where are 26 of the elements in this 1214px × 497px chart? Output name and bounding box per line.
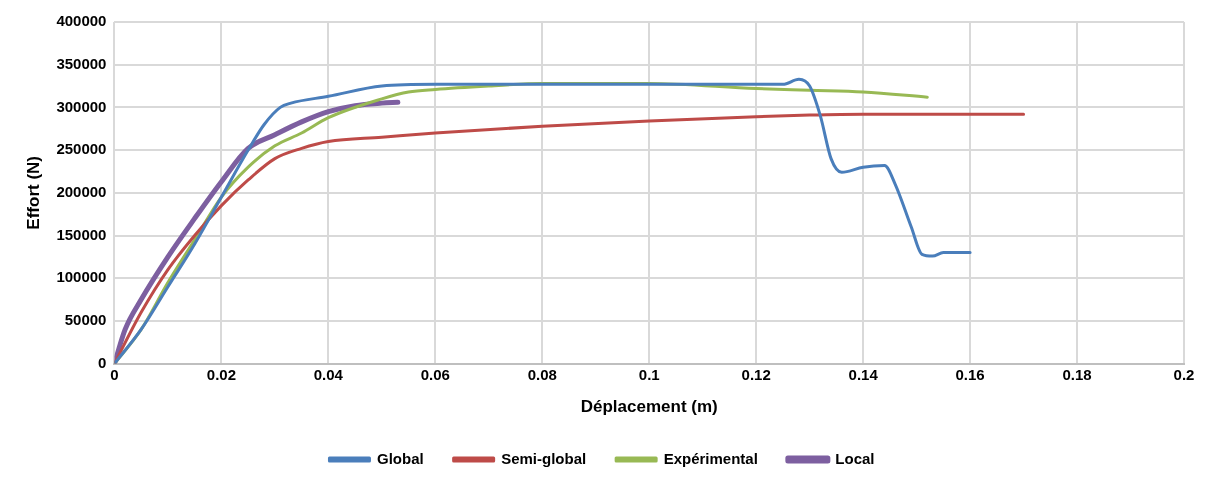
legend-label: Local [835, 449, 875, 467]
y-tick-label: 250000 [56, 140, 107, 158]
x-axis-title: Déplacement (m) [580, 397, 718, 417]
legend-label: Expérimental [663, 449, 758, 467]
y-tick-label: 50000 [64, 311, 107, 329]
x-tick-label: 0.02 [206, 365, 237, 383]
y-tick-label: 150000 [56, 225, 107, 243]
x-tick-label: 0.16 [955, 365, 985, 383]
x-tick-label: 0.12 [741, 365, 771, 383]
x-tick-label: 0.2 [1173, 365, 1195, 383]
x-tick-label: 0.1 [638, 365, 660, 383]
y-tick-label: 200000 [56, 182, 107, 200]
y-axis-title: Effort (N) [23, 155, 43, 230]
legend-label: Semi-global [501, 449, 587, 467]
y-tick-label: 100000 [56, 268, 107, 286]
y-tick-label: 350000 [56, 54, 107, 72]
x-tick-label: 0.14 [848, 365, 879, 383]
y-tick-label: 0 [98, 353, 107, 371]
legend-label: Global [376, 449, 424, 467]
x-tick-label: 0 [110, 365, 119, 383]
y-tick-label: 300000 [56, 97, 107, 115]
x-tick-label: 0.18 [1062, 365, 1092, 383]
x-tick-label: 0.08 [527, 365, 557, 383]
y-tick-label: 400000 [56, 12, 107, 30]
x-tick-label: 0.04 [313, 365, 344, 383]
x-tick-label: 0.06 [420, 365, 450, 383]
